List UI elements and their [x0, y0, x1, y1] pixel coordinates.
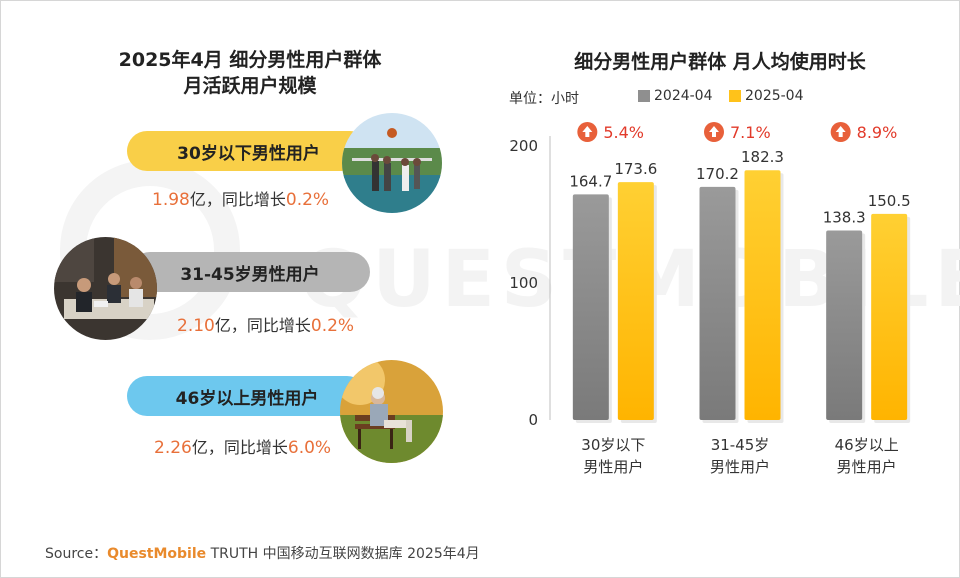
- y-tick-label: 200: [509, 137, 538, 155]
- basketball-photo: [342, 113, 442, 213]
- left-title-line2: 月活跃用户规模: [183, 75, 317, 97]
- category-label: 男性用户: [583, 458, 643, 476]
- group-unit: 亿，同比增长: [214, 316, 311, 335]
- group-value: 1.98: [152, 190, 190, 210]
- legend-item-2025: 2025-04: [729, 88, 804, 104]
- category-label: 30岁以下: [581, 436, 645, 454]
- chart-unit-label: 单位：小时: [509, 91, 579, 107]
- group-unit: 亿，同比增长: [189, 190, 286, 209]
- office-meeting-photo: [54, 237, 157, 340]
- park-bench-photo: [340, 360, 443, 463]
- group-pill-over46: 46岁以上男性用户: [127, 376, 367, 416]
- group-value: 2.10: [177, 316, 215, 336]
- bar-2024-04: [572, 194, 609, 420]
- group-label: 31-45岁男性用户: [180, 264, 320, 285]
- group-growth: 6.0%: [287, 438, 332, 458]
- group-label: 46岁以上男性用户: [175, 388, 319, 409]
- source-rest: TRUTH 中国移动互联网数据库 2025年4月: [206, 546, 480, 562]
- growth-arrow-glyph: [582, 126, 593, 137]
- bar-2025-04: [871, 213, 908, 420]
- growth-label: 8.9%: [857, 123, 898, 142]
- category-label: 男性用户: [710, 458, 770, 476]
- data-label: 170.2: [696, 165, 739, 183]
- category-label: 31-45岁: [711, 436, 770, 454]
- chart-title: 细分男性用户群体 月人均使用时长: [574, 51, 866, 73]
- growth-label: 7.1%: [730, 123, 771, 142]
- group-stat-over46: 2.26亿，同比增长6.0%: [154, 434, 331, 458]
- bar-2024-04: [699, 186, 736, 420]
- legend-item-2024: 2024-04: [638, 88, 713, 104]
- growth-arrow-glyph: [835, 126, 846, 137]
- group-value: 2.26: [154, 438, 192, 458]
- source-line: Source：QuestMobile TRUTH 中国移动互联网数据库 2025…: [45, 543, 480, 563]
- left-title-line1: 2025年4月 细分男性用户群体: [118, 49, 382, 71]
- data-label: 182.3: [741, 148, 784, 166]
- legend-label-2024: 2024-04: [654, 88, 713, 104]
- group-pill-under30: 30岁以下男性用户: [127, 131, 370, 171]
- category-label: 46岁以上: [835, 436, 899, 454]
- group-unit: 亿，同比增长: [191, 438, 288, 457]
- y-tick-label: 0: [528, 411, 538, 429]
- legend-label-2025: 2025-04: [745, 88, 804, 104]
- growth-arrow-glyph: [709, 126, 719, 137]
- data-label: 150.5: [868, 192, 911, 210]
- growth-label: 5.4%: [603, 123, 644, 142]
- group-pill-31-45: 31-45岁男性用户: [130, 252, 370, 292]
- data-label: 173.6: [614, 160, 657, 178]
- bar-2024-04: [826, 230, 863, 420]
- group-label: 30岁以下男性用户: [177, 143, 320, 164]
- source-brand: QuestMobile: [107, 546, 207, 562]
- legend-swatch-2025: [729, 90, 741, 102]
- data-label: 138.3: [823, 209, 866, 227]
- group-stat-31-45: 2.10亿，同比增长0.2%: [177, 312, 354, 336]
- bar-2025-04: [617, 182, 654, 420]
- legend-swatch-2024: [638, 90, 650, 102]
- bar-2025-04: [744, 170, 781, 420]
- source-prefix: Source：: [45, 546, 108, 562]
- group-growth: 0.2%: [285, 190, 330, 210]
- group-stat-under30: 1.98亿，同比增长0.2%: [152, 186, 329, 210]
- group-growth: 0.2%: [310, 316, 355, 336]
- data-label: 164.7: [569, 172, 612, 190]
- category-label: 男性用户: [837, 458, 897, 476]
- y-tick-label: 100: [509, 274, 538, 292]
